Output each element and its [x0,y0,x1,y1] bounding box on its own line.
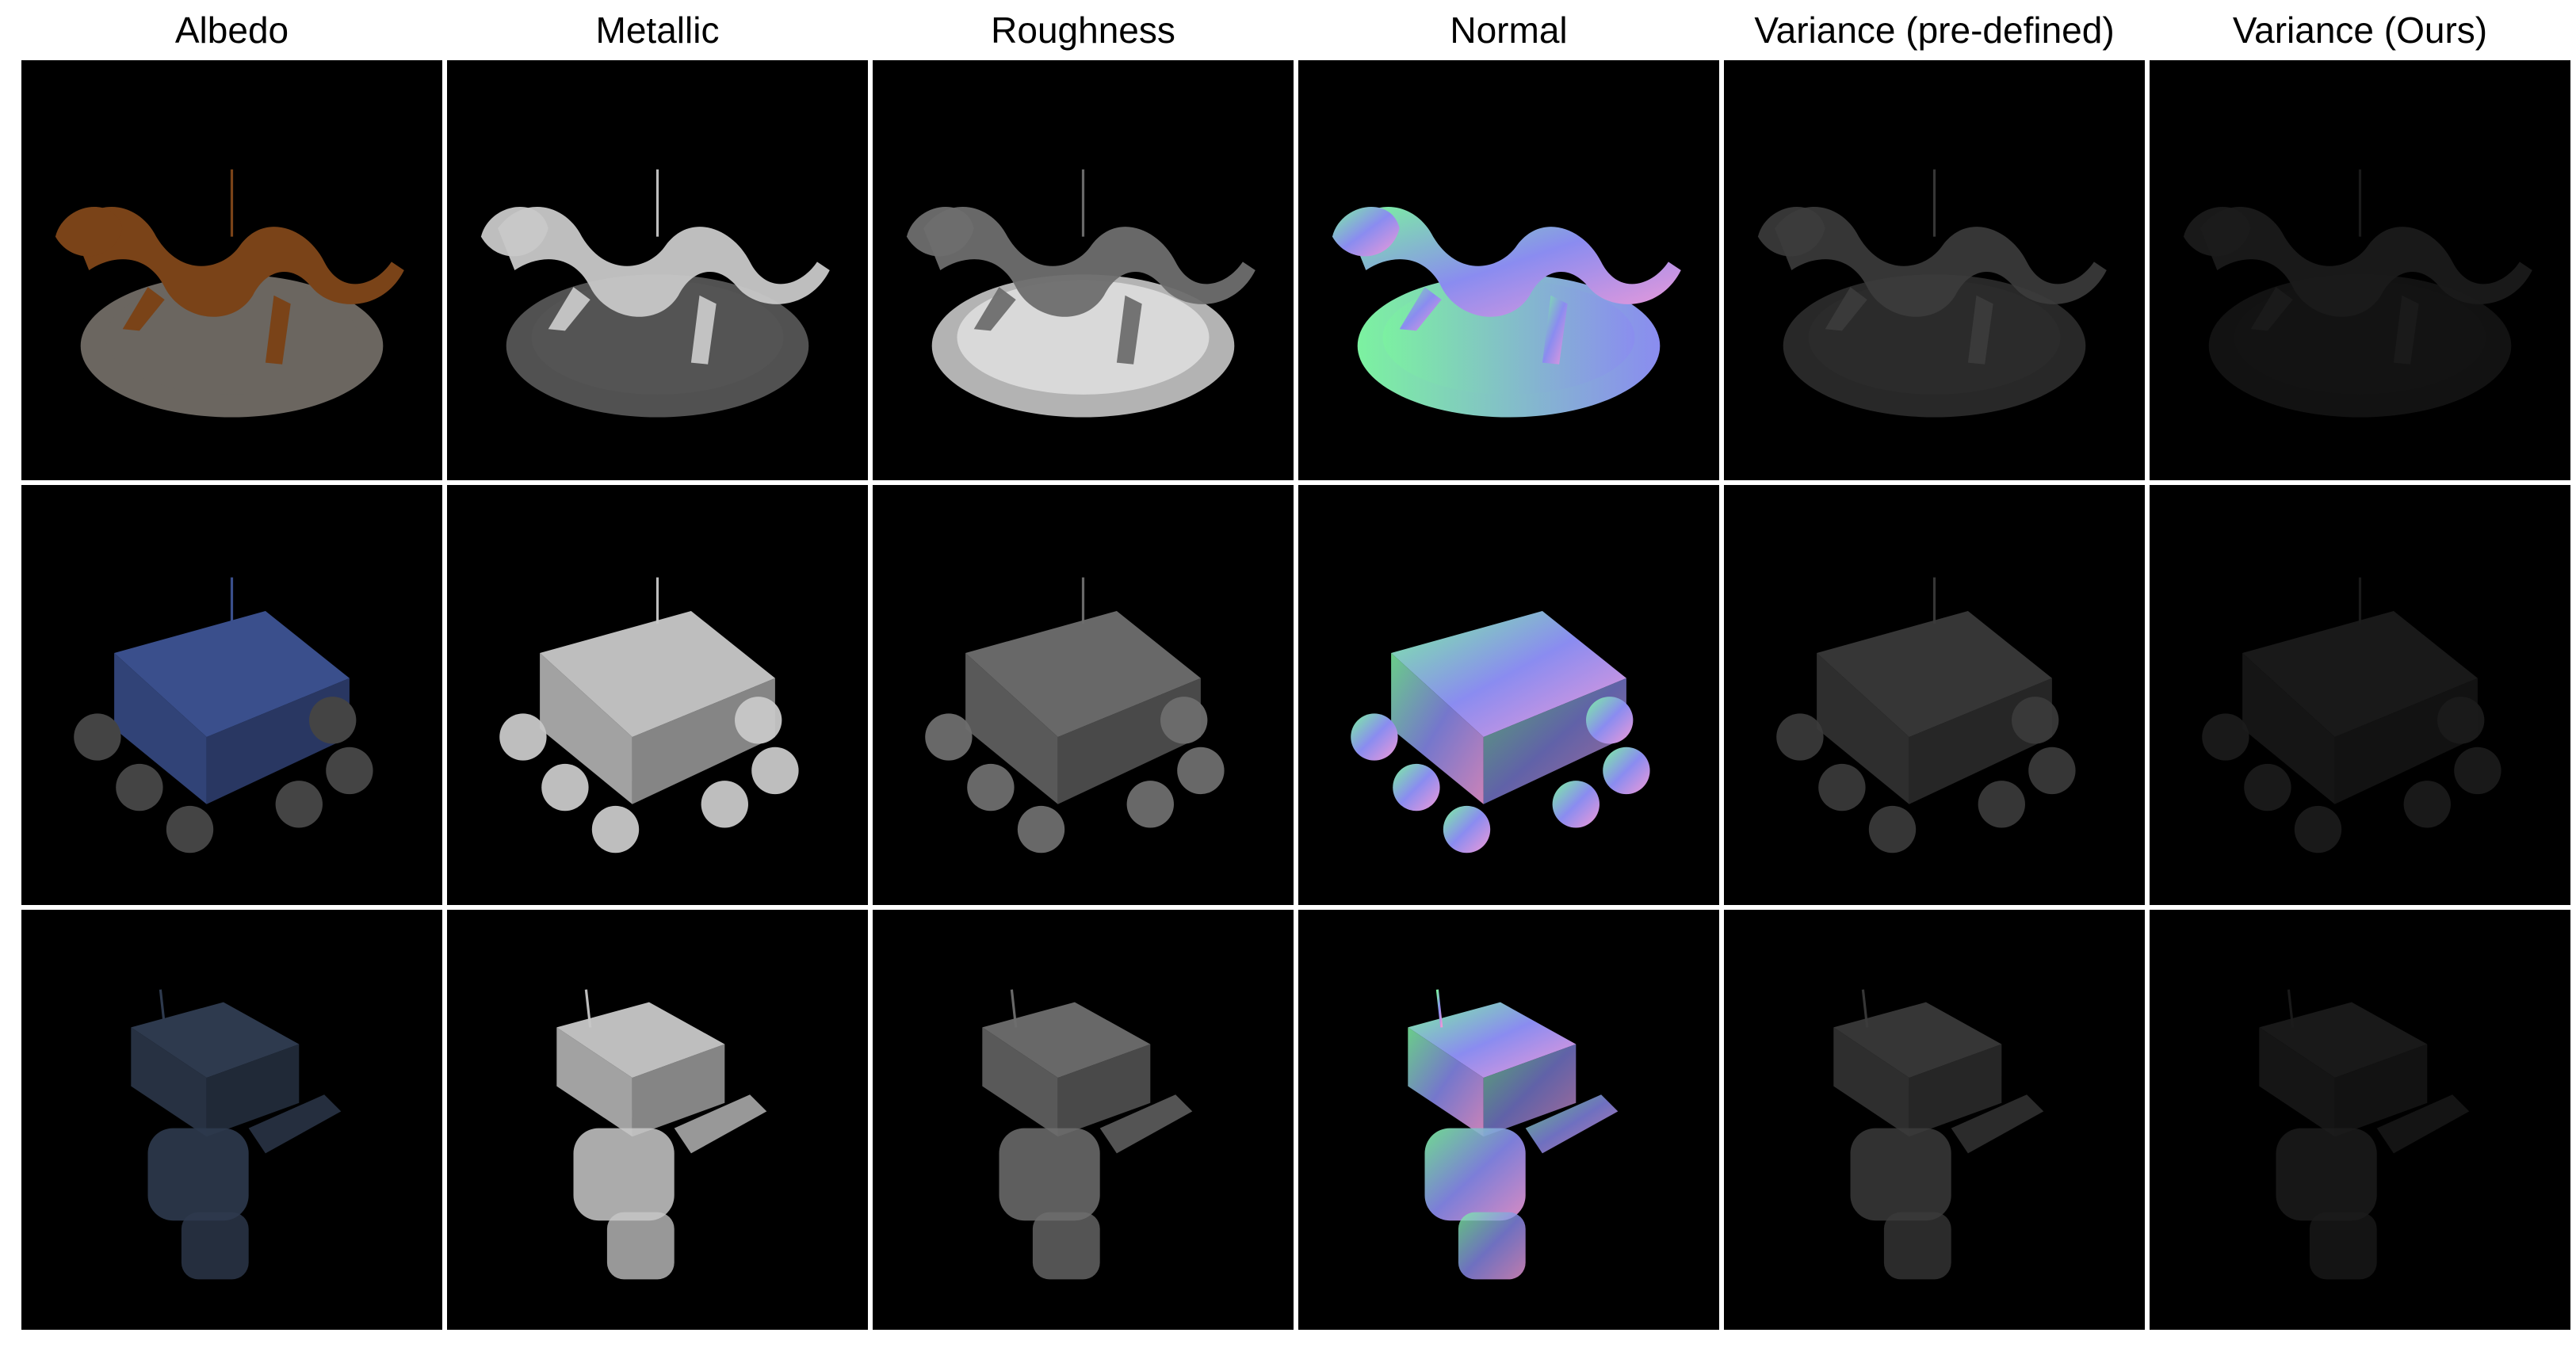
column-header-albedo: Albedo [174,10,289,51]
column-header-roughness: Roughness [991,10,1175,51]
render-robot-metallic [447,910,868,1330]
render-robot-roughness [873,910,1294,1330]
column-header-variance-predefined: Variance (pre-defined) [1754,10,2115,51]
render-robot-var_ours [2150,910,2570,1330]
render-dragon-on-pedestal-var_pre [1724,60,2145,480]
column-header-variance-ours: Variance (Ours) [2232,10,2488,51]
render-rover-vehicle-var_ours [2150,485,2570,905]
render-dragon-on-pedestal-metallic [447,60,868,480]
render-rover-vehicle-roughness [873,485,1294,905]
render-robot-albedo [21,910,442,1330]
image-grid [21,60,2570,1330]
render-rover-vehicle-metallic [447,485,868,905]
render-robot-var_pre [1724,910,2145,1330]
column-header-normal: Normal [1450,10,1568,51]
render-dragon-on-pedestal-albedo [21,60,442,480]
render-rover-vehicle-var_pre [1724,485,2145,905]
render-dragon-on-pedestal-var_ours [2150,60,2570,480]
render-rover-vehicle-normal [1298,485,1719,905]
render-rover-vehicle-albedo [21,485,442,905]
render-dragon-on-pedestal-roughness [873,60,1294,480]
render-robot-normal [1298,910,1719,1330]
column-header-metallic: Metallic [595,10,720,51]
render-dragon-on-pedestal-normal [1298,60,1719,480]
